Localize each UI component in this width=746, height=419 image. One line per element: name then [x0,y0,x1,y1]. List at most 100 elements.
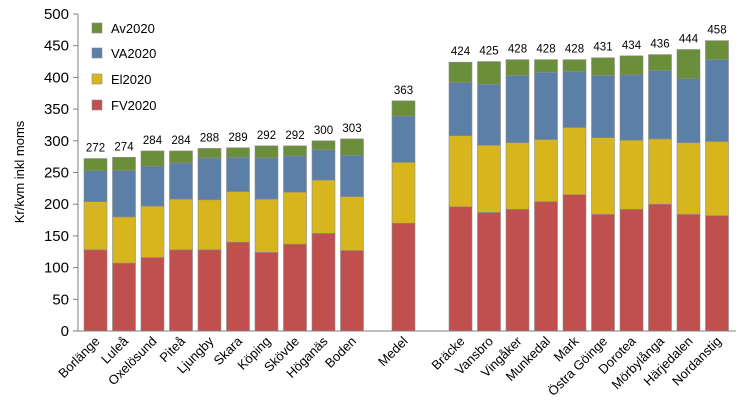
bar-segment-av2020 [112,156,136,171]
legend-entry-label: VA2020 [111,46,156,61]
bar-segment-fv2020 [254,252,279,332]
bar-segment-fv2020 [112,262,136,332]
bar-segment-el2020 [311,179,336,234]
bar-segment-va2020 [591,75,615,138]
bar-segment-va2020 [648,70,672,140]
bar-segment-va2020 [477,84,501,146]
bar-segment-va2020 [340,155,364,197]
bar-segment-el2020 [562,127,587,195]
y-tick-label: 0 [61,323,69,340]
bar-segment-el2020 [112,216,136,264]
total-label: 292 [285,130,304,142]
bar-segment-va2020 [311,149,336,181]
bar-segment-fv2020 [311,233,336,332]
total-label: 288 [200,132,219,144]
bar-segment-av2020 [676,49,701,79]
bar-segment-av2020 [340,138,364,156]
bar-segment-av2020 [448,61,473,83]
bar-segment-fv2020 [534,201,558,332]
bar-segment-el2020 [340,196,364,251]
total-label: 274 [114,141,134,153]
bar-segment-av2020 [477,61,501,85]
bar-segment-av2020 [169,150,193,164]
bar-segment-av2020 [705,40,729,60]
bar-segment-av2020 [254,145,279,159]
y-tick-label: 250 [44,165,69,182]
legend-swatch [91,22,103,34]
bar-segment-va2020 [112,170,136,218]
bar-segment-va2020 [705,59,729,142]
total-label: 428 [536,44,555,56]
total-label: 444 [679,34,699,46]
bar-segment-va2020 [197,157,222,201]
bar-segment-fv2020 [648,203,672,332]
bar-segment-va2020 [619,74,644,141]
bar-segment-va2020 [562,71,587,128]
bar-segment-av2020 [505,59,530,76]
bar-segment-va2020 [534,72,558,140]
y-tick-label: 150 [44,228,69,245]
bar-segment-fv2020 [477,212,501,332]
y-tick-label: 200 [44,196,69,213]
bar-segment-el2020 [477,144,501,213]
legend-entry-label: El2020 [111,72,151,87]
total-label: 431 [593,42,612,54]
x-category-label: Medel [375,333,411,369]
bar-segment-va2020 [676,78,701,144]
bar-segment-el2020 [619,139,644,210]
y-axis-label: Kr/kvm inkl moms [12,120,27,223]
bar-segment-av2020 [226,147,250,158]
total-label: 424 [451,46,471,58]
total-label: 428 [508,44,527,56]
bar-segment-av2020 [534,59,558,73]
bar-segment-fv2020 [676,214,701,332]
bar-segment-fv2020 [705,215,729,332]
bar-segment-el2020 [391,162,416,224]
bar-segment-va2020 [505,75,530,144]
total-label: 434 [622,40,642,52]
y-tick-label: 300 [44,133,69,150]
total-label: 292 [257,130,276,142]
legend: Av2020 VA2020 El2020 FV2020 [91,21,157,113]
bar-segment-fv2020 [226,241,250,332]
bar-segment-fv2020 [391,222,416,332]
bar-segment-fv2020 [505,208,530,332]
x-axis: BorlängeLuleåOxelösundPiteåLjungbySkaraK… [55,330,736,399]
y-tick-label: 350 [44,101,69,118]
y-tick-label: 400 [44,69,69,86]
bar-segment-av2020 [283,145,307,157]
x-category-label: Boden [322,334,359,371]
bar-segment-fv2020 [591,214,615,332]
total-label: 458 [707,25,726,37]
bar-segment-el2020 [254,198,279,253]
bar-segment-va2020 [448,82,473,137]
bar-segment-el2020 [591,137,615,215]
bar-segment-av2020 [648,54,672,71]
legend-swatch [91,47,103,59]
x-category-label: Borlänge [55,334,102,381]
bar-segment-fv2020 [197,249,222,332]
y-tick-label: 500 [44,6,69,23]
bar-segment-av2020 [140,150,165,167]
bar-segment-va2020 [140,165,165,207]
total-label: 284 [171,135,191,147]
bar-segment-el2020 [169,198,193,251]
bar-segment-fv2020 [169,249,193,332]
total-label: 425 [479,46,498,58]
legend-swatch [91,99,103,111]
bar-segment-el2020 [226,191,250,243]
bar-segment-el2020 [676,142,701,215]
bar-segment-el2020 [83,201,108,251]
bar-segment-va2020 [83,170,108,202]
bar-segment-av2020 [391,100,416,117]
total-label: 363 [394,85,413,97]
bar-segment-av2020 [83,158,108,171]
bar-segment-fv2020 [340,250,364,332]
bar-segment-el2020 [140,205,165,258]
legend-entry-label: FV2020 [111,98,157,113]
bar-segment-fv2020 [83,249,108,332]
y-tick-label: 100 [44,260,69,277]
bar-segment-el2020 [648,138,672,205]
bar-segment-el2020 [534,139,558,202]
